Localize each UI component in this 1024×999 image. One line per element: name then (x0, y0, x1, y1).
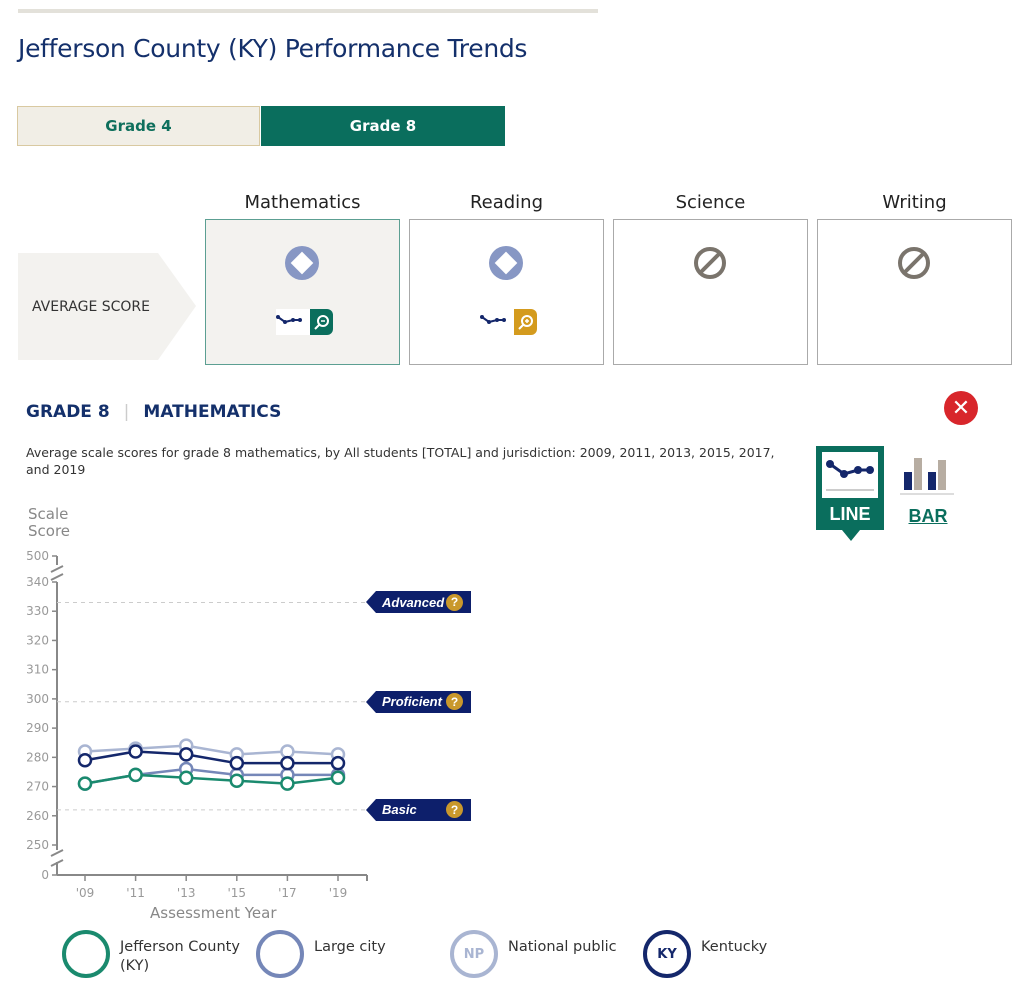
legend-item-national-public: NP National public (450, 930, 617, 978)
section-subject: MATHEMATICS (143, 402, 282, 422)
data-point-kentucky (128, 744, 143, 759)
achievement-label-basic: Basic? (366, 798, 471, 821)
close-icon: ✕ (951, 395, 971, 421)
y-tick-label: 310 (26, 663, 49, 677)
top-divider (18, 9, 598, 13)
y-tick-label: 260 (26, 809, 49, 823)
legend-marker (256, 930, 304, 978)
data-point-jefferson-county-ky (77, 776, 93, 791)
bar-label: BAR (908, 506, 948, 526)
section-grade: GRADE 8 (26, 402, 110, 422)
legend-label: Jefferson County (KY) (120, 939, 240, 974)
legend-item-large-city: Large city (256, 930, 386, 978)
x-tick-label: '19 (329, 886, 348, 900)
y-tick-label: 280 (26, 750, 49, 764)
help-icon[interactable]: ? (446, 801, 463, 819)
data-point-jefferson-county-ky (229, 773, 245, 788)
help-icon[interactable]: ? (446, 693, 463, 711)
x-tick-label: '13 (177, 886, 196, 900)
axis-break (50, 859, 64, 867)
axis-break (50, 849, 64, 857)
tile-reading[interactable] (409, 219, 604, 365)
legend-item-jefferson-county: Jefferson County (KY) (62, 930, 250, 978)
legend-marker: NP (450, 930, 498, 978)
series-line-national-public (84, 744, 339, 756)
achievement-label-text: Basic (382, 802, 417, 818)
trend-zoom-button[interactable] (480, 309, 537, 335)
tab-grade-8[interactable]: Grade 8 (261, 106, 505, 146)
line-view-button[interactable]: LINE (816, 446, 884, 541)
row-label-arrow (158, 253, 196, 360)
series-line-jefferson-county-ky (84, 773, 339, 785)
data-point-kentucky (178, 747, 194, 762)
y-axis-label: Scale Score (28, 505, 71, 540)
legend-marker: KY (643, 930, 691, 978)
x-axis-label: Assessment Year (150, 904, 277, 922)
row-label-average-score: AVERAGE SCORE (18, 253, 158, 360)
data-point-kentucky (229, 755, 245, 771)
line-chart-icon (826, 460, 874, 491)
x-tick-label: '15 (228, 886, 247, 900)
data-point-jefferson-county-ky (330, 770, 346, 786)
page-title: Jefferson County (KY) Performance Trends (18, 34, 528, 63)
section-heading: GRADE 8 | MATHEMATICS (26, 402, 281, 422)
data-point-jefferson-county-ky (280, 776, 295, 791)
y-tick-label: 330 (26, 604, 49, 618)
data-point-jefferson-county-ky (128, 767, 143, 783)
subject-header-mathematics: Mathematics (244, 192, 361, 213)
bar-view-button[interactable]: BAR (898, 452, 958, 532)
achievement-label-advanced: Advanced? (366, 591, 471, 614)
subject-header-writing: Writing (882, 192, 947, 213)
legend-label: Large city (314, 939, 386, 955)
diamond-circle-icon (489, 246, 523, 280)
data-point-national-public (280, 744, 295, 759)
y-tick-label: 300 (26, 692, 49, 706)
tile-mathematics[interactable] (205, 219, 400, 365)
y-tick-label: 0 (41, 868, 49, 882)
chart-description: Average scale scores for grade 8 mathema… (26, 445, 775, 477)
x-tick-label: '17 (278, 886, 297, 900)
data-point-kentucky (77, 753, 93, 768)
not-available-icon (898, 247, 930, 279)
y-tick-label: 340 (26, 575, 49, 589)
subject-header-science: Science (675, 192, 746, 213)
data-point-jefferson-county-ky (178, 770, 194, 786)
x-tick-label: '09 (76, 886, 95, 900)
achievement-label-text: Proficient (382, 694, 442, 710)
legend-label: National public (508, 939, 617, 955)
selected-pointer (842, 530, 860, 541)
x-tick-label: '11 (126, 886, 145, 900)
y-tick-label: 320 (26, 633, 49, 647)
not-available-icon (694, 247, 726, 279)
y-tick-label: 250 (26, 838, 49, 852)
tile-science (613, 219, 808, 365)
y-tick-label: 290 (26, 721, 49, 735)
trend-zoom-button[interactable] (276, 309, 333, 335)
series-line-kentucky (84, 750, 338, 765)
y-tick-label: 500 (26, 549, 49, 563)
close-button[interactable]: ✕ (944, 391, 978, 425)
tile-writing (817, 219, 1012, 365)
subject-header-reading: Reading (469, 192, 544, 213)
legend-item-kentucky: KY Kentucky (643, 930, 767, 978)
legend-label: Kentucky (701, 939, 768, 955)
y-tick-label: 270 (26, 780, 49, 794)
achievement-label-proficient: Proficient? (366, 690, 471, 713)
help-icon[interactable]: ? (446, 593, 463, 611)
data-point-kentucky (280, 755, 295, 771)
bar-chart-icon (900, 458, 954, 495)
line-chart: 0 250 260 270 280 290 300 310 320 330 340 500 '09 '11… (26, 549, 372, 900)
legend-marker (62, 930, 110, 978)
data-point-kentucky (330, 755, 346, 771)
tab-grade-4[interactable]: Grade 4 (17, 106, 260, 146)
achievement-label-text: Advanced (382, 594, 445, 610)
line-label: LINE (829, 504, 871, 524)
diamond-circle-icon (285, 246, 319, 280)
divider: | (123, 402, 130, 422)
axis-break (50, 565, 64, 573)
axis-break (50, 573, 64, 581)
